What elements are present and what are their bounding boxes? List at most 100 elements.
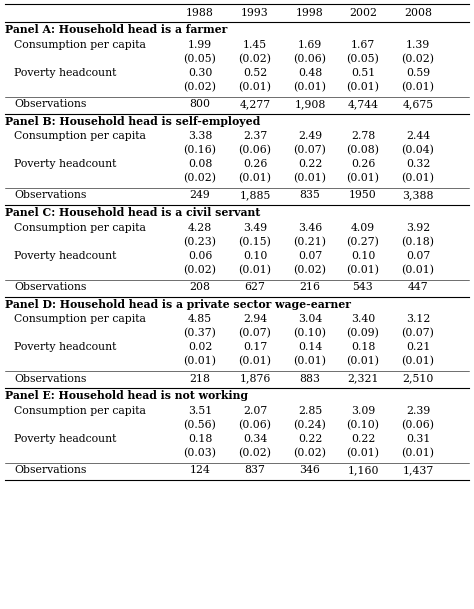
Text: 0.07: 0.07 — [298, 251, 322, 261]
Text: 3.40: 3.40 — [351, 314, 375, 324]
Text: 837: 837 — [245, 465, 265, 475]
Text: Consumption per capita: Consumption per capita — [14, 406, 146, 416]
Text: 0.07: 0.07 — [406, 251, 430, 261]
Text: 0.14: 0.14 — [298, 342, 322, 352]
Text: 2.49: 2.49 — [298, 132, 322, 141]
Text: (0.10): (0.10) — [293, 328, 327, 339]
Text: 3.12: 3.12 — [406, 314, 430, 324]
Text: (0.02): (0.02) — [238, 448, 272, 458]
Text: 0.10: 0.10 — [243, 251, 267, 261]
Text: (0.02): (0.02) — [183, 264, 217, 275]
Text: 2.07: 2.07 — [243, 406, 267, 416]
Text: (0.24): (0.24) — [293, 420, 327, 430]
Text: 2002: 2002 — [349, 8, 377, 18]
Text: (0.01): (0.01) — [401, 448, 435, 458]
Text: (0.01): (0.01) — [238, 82, 272, 92]
Text: 543: 543 — [353, 282, 374, 292]
Text: (0.01): (0.01) — [183, 356, 217, 367]
Text: 1.99: 1.99 — [188, 40, 212, 50]
Text: Poverty headcount: Poverty headcount — [14, 68, 117, 78]
Text: 0.30: 0.30 — [188, 68, 212, 78]
Text: 0.52: 0.52 — [243, 68, 267, 78]
Text: 2.94: 2.94 — [243, 314, 267, 324]
Text: (0.01): (0.01) — [346, 356, 380, 367]
Text: Panel C: Household head is a civil servant: Panel C: Household head is a civil serva… — [5, 207, 260, 218]
Text: (0.02): (0.02) — [293, 264, 327, 275]
Text: 0.22: 0.22 — [298, 434, 322, 444]
Text: 124: 124 — [190, 465, 210, 475]
Text: 4.09: 4.09 — [351, 223, 375, 233]
Text: 3.04: 3.04 — [298, 314, 322, 324]
Text: 0.32: 0.32 — [406, 159, 430, 169]
Text: 1,437: 1,437 — [402, 465, 434, 475]
Text: 2,321: 2,321 — [347, 373, 379, 384]
Text: 0.21: 0.21 — [406, 342, 430, 352]
Text: Poverty headcount: Poverty headcount — [14, 159, 117, 169]
Text: 0.51: 0.51 — [351, 68, 375, 78]
Text: (0.21): (0.21) — [293, 236, 327, 247]
Text: (0.02): (0.02) — [238, 54, 272, 64]
Text: 0.31: 0.31 — [406, 434, 430, 444]
Text: 4,744: 4,744 — [347, 99, 379, 109]
Text: 627: 627 — [245, 282, 265, 292]
Text: (0.01): (0.01) — [401, 82, 435, 92]
Text: (0.15): (0.15) — [238, 236, 272, 247]
Text: (0.07): (0.07) — [238, 328, 272, 339]
Text: 218: 218 — [190, 373, 210, 384]
Text: (0.08): (0.08) — [346, 145, 380, 155]
Text: 0.34: 0.34 — [243, 434, 267, 444]
Text: (0.27): (0.27) — [346, 236, 380, 247]
Text: Poverty headcount: Poverty headcount — [14, 251, 117, 261]
Text: 4.85: 4.85 — [188, 314, 212, 324]
Text: Consumption per capita: Consumption per capita — [14, 132, 146, 141]
Text: (0.06): (0.06) — [238, 420, 272, 430]
Text: 1.39: 1.39 — [406, 40, 430, 50]
Text: Observations: Observations — [14, 373, 86, 384]
Text: 0.26: 0.26 — [243, 159, 267, 169]
Text: 216: 216 — [300, 282, 320, 292]
Text: (0.10): (0.10) — [346, 420, 380, 430]
Text: 2.78: 2.78 — [351, 132, 375, 141]
Text: 3.92: 3.92 — [406, 223, 430, 233]
Text: (0.01): (0.01) — [238, 356, 272, 367]
Text: (0.18): (0.18) — [401, 236, 435, 247]
Text: Observations: Observations — [14, 465, 86, 475]
Text: 2,510: 2,510 — [402, 373, 434, 384]
Text: 2.44: 2.44 — [406, 132, 430, 141]
Text: 3.09: 3.09 — [351, 406, 375, 416]
Text: 0.10: 0.10 — [351, 251, 375, 261]
Text: Consumption per capita: Consumption per capita — [14, 314, 146, 324]
Text: 1993: 1993 — [241, 8, 269, 18]
Text: (0.01): (0.01) — [346, 448, 380, 458]
Text: (0.01): (0.01) — [401, 356, 435, 367]
Text: (0.02): (0.02) — [293, 448, 327, 458]
Text: 0.22: 0.22 — [351, 434, 375, 444]
Text: 208: 208 — [190, 282, 210, 292]
Text: 1,876: 1,876 — [239, 373, 271, 384]
Text: Poverty headcount: Poverty headcount — [14, 434, 117, 444]
Text: (0.01): (0.01) — [401, 173, 435, 183]
Text: 447: 447 — [408, 282, 428, 292]
Text: (0.02): (0.02) — [401, 54, 435, 64]
Text: (0.07): (0.07) — [401, 328, 435, 339]
Text: 835: 835 — [300, 191, 320, 200]
Text: (0.01): (0.01) — [293, 82, 327, 92]
Text: (0.05): (0.05) — [183, 54, 217, 64]
Text: 4.28: 4.28 — [188, 223, 212, 233]
Text: 0.17: 0.17 — [243, 342, 267, 352]
Text: (0.01): (0.01) — [293, 173, 327, 183]
Text: 0.18: 0.18 — [188, 434, 212, 444]
Text: (0.01): (0.01) — [346, 82, 380, 92]
Text: Observations: Observations — [14, 99, 86, 109]
Text: (0.06): (0.06) — [238, 145, 272, 155]
Text: 0.06: 0.06 — [188, 251, 212, 261]
Text: 1998: 1998 — [296, 8, 324, 18]
Text: 0.18: 0.18 — [351, 342, 375, 352]
Text: (0.07): (0.07) — [293, 145, 327, 155]
Text: Panel E: Household head is not working: Panel E: Household head is not working — [5, 390, 248, 401]
Text: Panel A: Household head is a farmer: Panel A: Household head is a farmer — [5, 24, 228, 35]
Text: (0.05): (0.05) — [346, 54, 380, 64]
Text: 0.08: 0.08 — [188, 159, 212, 169]
Text: Consumption per capita: Consumption per capita — [14, 40, 146, 50]
Text: 2.39: 2.39 — [406, 406, 430, 416]
